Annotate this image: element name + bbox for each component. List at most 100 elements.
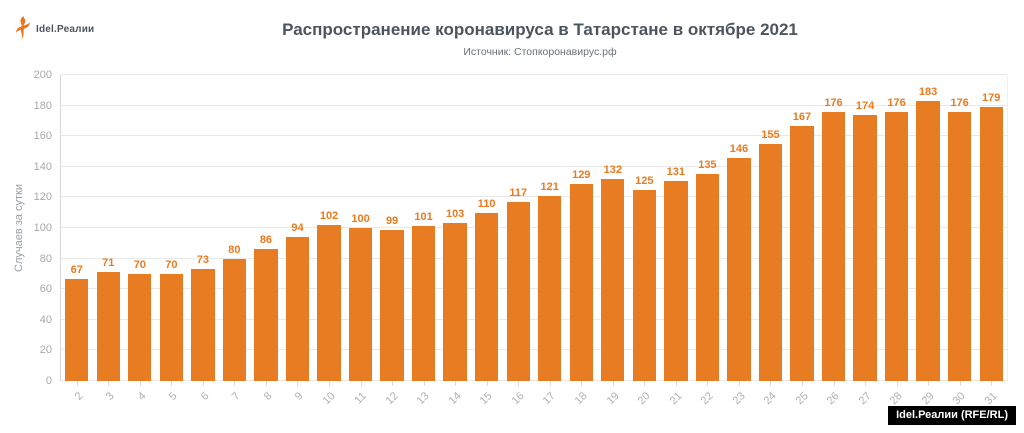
- y-tick-label: 80: [39, 252, 52, 265]
- bar-value-label: 183: [918, 86, 938, 99]
- bar-value-label: 70: [165, 258, 178, 271]
- x-tick-label: 10: [320, 390, 338, 408]
- bar: 70: [159, 259, 184, 381]
- bar: 125: [632, 175, 656, 381]
- bar: 183: [916, 86, 940, 381]
- bar-slot: 132 19: [597, 75, 629, 407]
- x-tick-label: 9: [293, 390, 306, 403]
- x-tick-label: 13: [414, 390, 433, 408]
- bar-slot: 86 8: [250, 75, 282, 403]
- bar-slot: 179 31: [975, 75, 1007, 407]
- bar-value-label: 117: [509, 187, 528, 199]
- x-tick-label: 17: [541, 390, 559, 408]
- bar-value-label: 146: [729, 142, 749, 155]
- x-tick-mark: [928, 381, 930, 386]
- x-tick-label: 2: [72, 390, 86, 403]
- y-tick-label: 60: [39, 283, 52, 296]
- bar-value-label: 132: [603, 164, 622, 177]
- x-tick-mark: [959, 381, 961, 386]
- x-tick-label: 27: [856, 390, 874, 408]
- x-tick-label: 28: [887, 390, 906, 408]
- bar: 100: [348, 213, 373, 381]
- bar-value-label: 176: [824, 96, 843, 109]
- x-tick-label: 4: [135, 390, 149, 403]
- bar-value-label: 71: [102, 257, 115, 270]
- bar: 179: [979, 92, 1003, 381]
- x-tick-mark: [265, 381, 267, 386]
- bar: 155: [758, 129, 783, 381]
- bar: 86: [254, 234, 278, 381]
- bar-value-label: 94: [291, 222, 304, 235]
- bar-slot: 103 14: [439, 75, 471, 407]
- x-tick-mark: [139, 381, 141, 386]
- bar-value-label: 176: [887, 96, 906, 109]
- x-tick-label: 20: [635, 390, 653, 408]
- x-tick-label: 5: [167, 390, 180, 403]
- bar-slot: 146 23: [723, 75, 755, 407]
- bar: 131: [664, 166, 688, 381]
- bar-slot: 135 22: [692, 75, 724, 407]
- x-tick-label: 7: [230, 390, 243, 403]
- x-tick-mark: [991, 381, 993, 386]
- x-tick-label: 6: [198, 390, 212, 403]
- x-tick-label: 31: [982, 390, 1000, 408]
- bar: 132: [601, 164, 625, 381]
- x-tick-mark: [896, 381, 898, 386]
- x-tick-mark: [612, 381, 614, 386]
- brand-name: Idel.Реалии: [36, 24, 95, 35]
- bar-value-label: 135: [698, 159, 717, 172]
- x-tick-mark: [549, 381, 551, 386]
- bar-slot: 183 29: [912, 75, 944, 407]
- bar-value-label: 99: [385, 214, 399, 227]
- y-tick-label: 180: [33, 99, 52, 112]
- bar-slot: 176 28: [881, 75, 913, 407]
- bar: 174: [853, 100, 877, 381]
- bar-value-label: 129: [572, 168, 591, 181]
- y-tick-label: 140: [33, 160, 52, 173]
- bar-slot: 102 10: [313, 75, 345, 407]
- chart-title: Распространение коронавируса в Татарстан…: [282, 20, 798, 39]
- x-tick-label: 12: [383, 390, 401, 408]
- bar-value-label: 103: [445, 208, 465, 221]
- plot-area: 67 2 71 3 70 4 70 5 73 6 80 7 86 8 94 9 102 10 100 11 99 12 10…: [60, 74, 1008, 407]
- bar-slot: 100 11: [345, 75, 377, 407]
- x-tick-mark: [329, 381, 331, 386]
- bar-value-label: 176: [950, 96, 969, 109]
- x-tick-mark: [76, 381, 78, 386]
- x-tick-label: 3: [103, 390, 117, 403]
- y-tick-label: 0: [45, 375, 52, 387]
- bar-value-label: 80: [228, 243, 241, 256]
- x-tick-label: 26: [824, 390, 843, 408]
- x-tick-label: 23: [730, 390, 748, 408]
- bar-value-label: 73: [196, 254, 209, 267]
- bars: 67 2 71 3 70 4 70 5 73 6 80 7 86 8 94 9 102 10 100 11 99 12 10…: [61, 75, 1007, 407]
- bar: 117: [506, 187, 530, 381]
- bar: 67: [65, 264, 89, 381]
- bar-slot: 131 21: [660, 75, 692, 407]
- rferl-torch-icon: [16, 16, 31, 43]
- x-tick-label: 29: [919, 390, 937, 408]
- gridline: [61, 257, 1007, 259]
- x-tick-label: 19: [604, 390, 622, 408]
- x-tick-mark: [455, 381, 457, 386]
- bar-value-label: 179: [981, 92, 1001, 105]
- x-tick-mark: [801, 381, 803, 386]
- bar: 110: [475, 198, 499, 381]
- x-tick-mark: [833, 381, 835, 386]
- bar-value-label: 167: [792, 110, 812, 123]
- bar-slot: 101 13: [408, 75, 440, 407]
- x-tick-mark: [234, 381, 236, 386]
- x-tick-label: 14: [446, 390, 464, 408]
- gridline: [61, 135, 1007, 137]
- bar-value-label: 100: [351, 213, 370, 225]
- bar-value-label: 155: [761, 128, 780, 141]
- bar-slot: 99 12: [376, 75, 408, 407]
- bar-value-label: 110: [477, 197, 496, 210]
- y-tick-label: 160: [33, 130, 52, 143]
- x-tick-label: 30: [950, 390, 969, 408]
- bar-slot: 70 4: [124, 75, 156, 403]
- gridline: [61, 196, 1007, 198]
- y-tick-label: 100: [33, 222, 52, 234]
- gridline: [61, 380, 1007, 381]
